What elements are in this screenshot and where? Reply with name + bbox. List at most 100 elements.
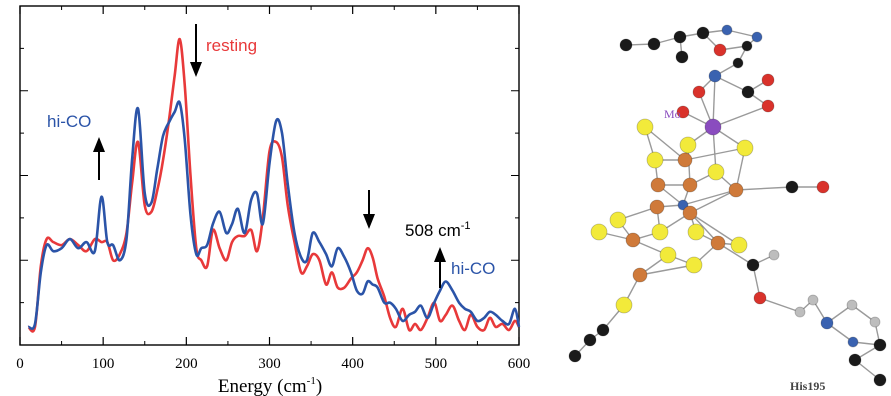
atom-orange: [650, 177, 666, 193]
atom-yellow: [707, 163, 725, 181]
structure-bonds: [574, 29, 881, 381]
atom-black: [873, 373, 887, 387]
atom-black: [583, 333, 597, 347]
atom-red: [816, 180, 830, 194]
bond: [712, 75, 716, 128]
atom-blue: [820, 316, 834, 330]
series-line-hi-co: [27, 100, 521, 331]
bond: [684, 147, 746, 161]
atom-black: [873, 338, 887, 352]
atom-black: [785, 180, 799, 194]
annotation-420: [363, 190, 375, 229]
x-tick-label: 600: [508, 356, 531, 372]
x-tick-label: 0: [16, 356, 24, 372]
atom-blue: [708, 69, 722, 83]
atom-yellow: [659, 246, 677, 264]
atom-red: [692, 85, 706, 99]
atom-yellow: [636, 118, 654, 136]
atom-yellow: [615, 296, 633, 314]
atom-orange: [710, 235, 726, 251]
atom-yellow: [730, 236, 748, 254]
x-tick-label: 500: [425, 356, 448, 372]
bond: [714, 75, 749, 93]
atom-yellow: [736, 139, 754, 157]
atom-grey: [768, 249, 780, 261]
atom-blue: [847, 336, 859, 348]
bond: [759, 297, 801, 313]
atom-orange: [682, 177, 698, 193]
atom-orange: [682, 205, 698, 221]
x-tick-label: 200: [175, 356, 198, 372]
atom-blue: [751, 31, 763, 43]
atom-orange: [649, 199, 665, 215]
annotation-508: 508 cm-1 hi-CO: [405, 220, 495, 288]
atom-red: [761, 73, 775, 87]
bond: [682, 189, 737, 206]
atom-yellow: [651, 223, 669, 241]
atom-yellow: [679, 136, 697, 154]
atom-black: [596, 323, 610, 337]
atom-black: [848, 353, 862, 367]
atom-blue: [721, 24, 733, 36]
atom-grey: [869, 316, 881, 328]
femo-cofactor-structure-image: Mo His195: [568, 24, 887, 393]
x-tick-label: 100: [92, 356, 115, 372]
atom-black: [741, 85, 755, 99]
x-tick-label: 300: [258, 356, 281, 372]
bond: [689, 212, 740, 246]
atom-red: [753, 291, 767, 305]
atom-orange: [632, 267, 648, 283]
series-lines: [27, 37, 521, 333]
atom-black: [568, 349, 582, 363]
atom-grey: [807, 294, 819, 306]
annotation-hico-left: hi-CO: [47, 112, 105, 180]
atom-purple: [704, 118, 722, 136]
atom-black: [675, 50, 689, 64]
atom-yellow: [687, 223, 705, 241]
atom-yellow: [646, 151, 664, 169]
bond: [644, 126, 686, 161]
atom-orange: [728, 182, 744, 198]
peak-420-arrowhead-icon: [363, 214, 375, 229]
peak-508-label: 508 cm-1: [405, 220, 471, 240]
peak-508-arrowhead-icon: [434, 247, 446, 262]
hico-right-label: hi-CO: [451, 259, 495, 278]
bond: [712, 105, 769, 128]
x-axis-title: Energy (cm-1): [218, 375, 322, 396]
annotation-resting: resting: [190, 24, 257, 77]
series-line-resting: [27, 37, 521, 333]
bond: [689, 189, 737, 214]
his195-label: His195: [790, 379, 825, 393]
hico-left-label: hi-CO: [47, 112, 91, 131]
atom-yellow: [609, 211, 627, 229]
atom-black: [647, 37, 661, 51]
atom-red: [713, 43, 727, 57]
mo-label: Mo: [664, 107, 681, 121]
atom-black: [746, 258, 760, 272]
structure-atoms: [568, 24, 887, 387]
atom-black: [741, 40, 753, 52]
atom-black: [619, 38, 633, 52]
atom-yellow: [590, 223, 608, 241]
atom-black: [673, 30, 687, 44]
atom-black: [732, 57, 744, 69]
ntf-spectrum-chart: 0 100 200 300 400 500 600 Energy (cm-1) restin…: [16, 5, 531, 396]
atom-orange: [677, 152, 693, 168]
resting-arrowhead-icon: [190, 62, 202, 77]
atom-red: [761, 99, 775, 113]
axis-ticks: [19, 6, 520, 345]
atom-blue: [677, 199, 689, 211]
bond: [735, 186, 793, 191]
atom-orange: [625, 232, 641, 248]
atom-yellow: [685, 256, 703, 274]
atom-grey: [794, 306, 806, 318]
atom-grey: [846, 299, 858, 311]
resting-label: resting: [206, 36, 257, 55]
hico-left-arrowhead-icon: [93, 137, 105, 152]
atom-red: [676, 105, 690, 119]
x-tick-label: 400: [341, 356, 364, 372]
bond: [639, 264, 695, 276]
atom-black: [696, 26, 710, 40]
bond: [726, 29, 758, 38]
